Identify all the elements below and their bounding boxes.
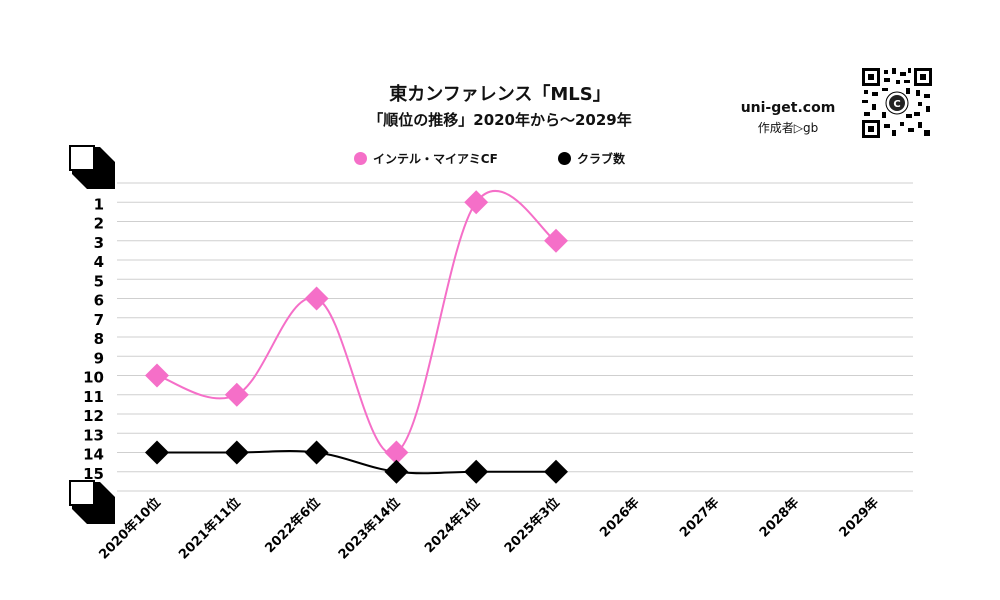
grid [117,182,913,492]
y-tick-label: 4 [94,253,104,271]
x-tick-label: 2023年14位 [335,495,403,563]
legend-pink-marker-icon [354,151,367,165]
legend-black-marker-icon [558,151,571,165]
x-tick-label: 2026年 [597,495,643,541]
legend-item-inter-miami: インテル・マイアミCF [354,149,498,167]
data-point-1[interactable] [145,440,169,465]
y-tick-label: 12 [83,407,104,425]
y-tick-label: 10 [83,369,104,387]
y-tick-label: 15 [83,465,104,483]
data-point-0[interactable] [145,363,169,388]
x-tick-label: 2029年 [836,495,882,541]
corner-decorations [69,145,115,524]
x-tick-label: 2028年 [756,495,802,541]
site-url[interactable]: uni-get.com [740,100,836,116]
y-tick-label: 5 [94,272,104,290]
y-tick-label: 7 [94,311,104,329]
y-tick-label: 6 [94,292,104,310]
data-point-0[interactable] [464,190,489,215]
data-point-1[interactable] [304,440,329,465]
y-tick-label: 9 [94,349,104,367]
chart-title: 東カンファレンス「MLS」 [389,84,611,105]
y-tick-label: 14 [83,446,104,464]
legend-label-club-count: クラブ数 [577,151,626,166]
qr-code-icon[interactable]: C [862,68,932,138]
data-point-1[interactable] [384,459,409,484]
data-point-1[interactable] [544,459,568,484]
y-tick-label: 8 [94,330,104,348]
x-tick-label: 2027年 [676,495,722,541]
data-point-1[interactable] [224,440,249,465]
x-tick-label: 2021年11位 [176,495,244,563]
legend-item-club-count: クラブ数 [558,149,625,167]
corner-block-top-face-icon [69,145,95,171]
y-tick-label: 1 [94,195,104,213]
y-tick-label: 13 [83,426,104,444]
qr-center-logo: C [893,99,900,110]
corner-block-bottom-face-icon [69,480,95,506]
y-tick-label: 2 [94,215,104,233]
y-tick-label: 11 [83,388,104,406]
x-tick-label: 2025年3位 [501,495,563,557]
chart-subtitle: 「順位の推移」2020年から～2029年 [368,111,632,129]
data-point-0[interactable] [544,228,568,253]
x-tick-label: 2024年1位 [421,495,483,557]
site-info: uni-get.com 作成者▷gb [738,100,838,136]
site-author: 作成者▷gb [757,121,819,135]
x-tick-label: 2022年6位 [262,495,324,557]
data-point-0[interactable] [384,440,409,465]
data-point-0[interactable] [304,286,329,311]
legend-label-inter-miami: インテル・マイアミCF [373,151,498,166]
data-point-0[interactable] [224,382,249,407]
y-tick-label: 3 [94,234,104,252]
series-line-1 [157,449,556,475]
data-point-1[interactable] [464,459,489,484]
